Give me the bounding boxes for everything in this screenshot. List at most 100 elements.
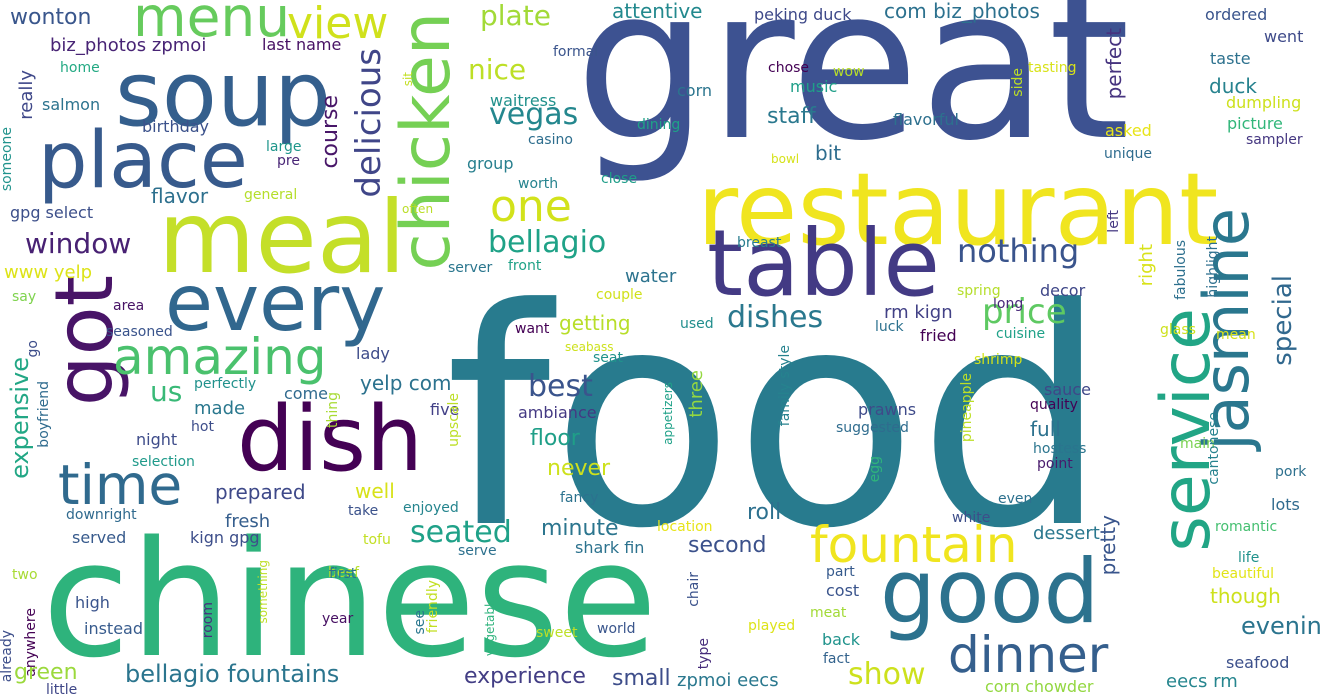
word-cost: cost <box>826 581 860 600</box>
word-well: well <box>355 479 395 503</box>
word-year: year <box>322 611 354 627</box>
word-place: place <box>38 116 248 206</box>
word-table: table <box>707 210 941 317</box>
word-com-biz-photos: com biz_photos <box>884 0 1040 23</box>
word-back: back <box>822 630 861 649</box>
word-type: type <box>696 638 712 670</box>
word-unique: unique <box>1104 146 1153 162</box>
word-group: group <box>467 154 514 173</box>
word-pork: pork <box>1275 464 1307 480</box>
word-perfectly: perfectly <box>194 376 257 392</box>
word-right: right <box>1136 244 1157 287</box>
word-meal: meal <box>158 179 406 296</box>
word-beef: beef <box>328 565 360 581</box>
word-us: us <box>150 375 183 408</box>
word-shrimp: shrimp <box>974 352 1023 368</box>
word-area: area <box>113 298 145 314</box>
word-green: green <box>14 660 78 685</box>
word-show: show <box>848 657 926 692</box>
word-night: night <box>136 430 178 449</box>
word-vegas: vegas <box>489 97 579 132</box>
word-plate: plate <box>480 0 551 32</box>
word-birthday: birthday <box>142 117 210 136</box>
word-getting: getting <box>559 311 631 335</box>
word-hot: hot <box>191 419 214 435</box>
word-window: window <box>25 227 132 260</box>
word-enjoyed: enjoyed <box>403 500 459 516</box>
word-experience: experience <box>464 664 586 689</box>
word-fresh: fresh <box>225 511 271 532</box>
word-dishes: dishes <box>727 300 824 335</box>
word-duck: duck <box>1209 74 1257 98</box>
word-menu: menu <box>133 0 291 49</box>
word-rm-kign: rm kign <box>884 302 953 323</box>
word-prepared: prepared <box>215 480 306 504</box>
word-worth: worth <box>518 176 559 192</box>
word-family-style: family style <box>777 345 793 427</box>
word-yelp-com: yelp com <box>360 371 452 395</box>
word-spring: spring <box>957 283 1001 299</box>
word-soup: soup <box>115 42 332 147</box>
word-view: view <box>287 0 389 49</box>
word-five: five <box>430 400 460 419</box>
word-course: course <box>318 95 343 169</box>
word-good: good <box>880 540 1100 643</box>
word-great: great <box>575 0 1131 187</box>
word-life: life <box>1238 550 1260 566</box>
word-floor: floor <box>530 426 580 451</box>
word-cuisine: cuisine <box>996 326 1046 342</box>
word-served: served <box>72 528 127 547</box>
word-bit: bit <box>815 141 842 165</box>
word-delicious: delicious <box>349 48 389 198</box>
word-world: world <box>597 621 636 637</box>
word-say: say <box>12 289 37 305</box>
word-part: part <box>826 564 855 580</box>
word-already: already <box>0 630 15 683</box>
word-corn: corn <box>677 81 713 100</box>
word-pre: pre <box>277 153 300 169</box>
word-sampler: sampler <box>1246 132 1303 148</box>
word-dumpling: dumpling <box>1226 93 1302 112</box>
word-beautiful: beautiful <box>1212 566 1275 582</box>
word-kign-gpg: kign gpg <box>190 528 260 547</box>
word-formal: formal <box>553 44 599 60</box>
word-zpmoi-eecs: zpmoi eecs <box>677 670 779 691</box>
word-fabulous: fabulous <box>1173 240 1189 300</box>
word-nice: nice <box>468 53 527 86</box>
word-come: come <box>284 384 329 403</box>
word-appetizers: appetizers <box>661 382 675 445</box>
word-expensive: expensive <box>6 357 34 479</box>
word-every: every <box>165 259 386 349</box>
word-something: something <box>256 560 270 624</box>
word-last-name: last name <box>262 35 342 54</box>
word-food: food <box>445 245 1109 594</box>
word-quality: quality <box>1030 397 1078 413</box>
word-full: full <box>1030 417 1061 441</box>
word-take: take <box>348 503 379 519</box>
word-minute: minute <box>541 516 619 541</box>
word-front: front <box>508 258 542 274</box>
word-romantic: romantic <box>1215 519 1278 535</box>
word-glass: glass <box>1160 322 1196 338</box>
word-long: long <box>993 296 1024 312</box>
word-fact: fact <box>823 651 850 667</box>
word-flavor: flavor <box>151 184 209 208</box>
word-chicken: chicken <box>387 12 466 271</box>
word-went: went <box>1264 27 1304 46</box>
word-peking-duck: peking duck <box>754 5 852 24</box>
word-best: best <box>528 369 593 404</box>
word-seabass: seabass <box>565 340 614 354</box>
word-music: music <box>790 77 838 96</box>
word-often: often <box>402 202 434 216</box>
word-one: one <box>490 181 572 232</box>
word-really: really <box>16 70 37 120</box>
word-cantonese: cantonese <box>1206 412 1222 485</box>
word-bowl: bowl <box>771 152 800 166</box>
word-want: want <box>515 321 550 337</box>
word-selection: selection <box>132 454 195 470</box>
word-asked: asked <box>1105 121 1152 140</box>
word-bellagio: bellagio <box>488 225 607 260</box>
word-www-yelp: www yelp <box>4 262 93 283</box>
word-roll: roll <box>747 500 782 525</box>
